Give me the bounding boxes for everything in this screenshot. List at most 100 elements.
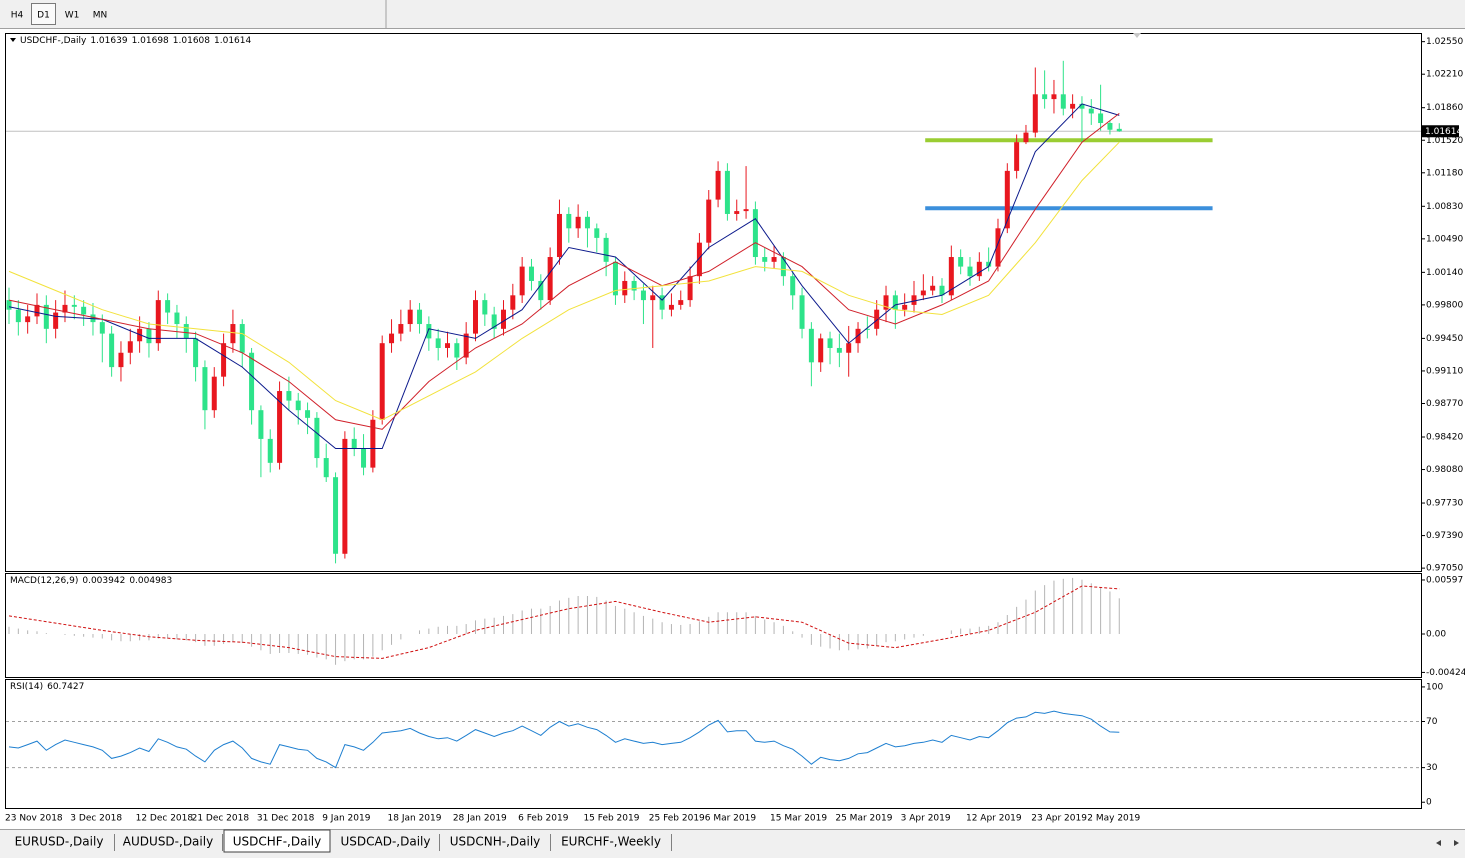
- timeframe-button[interactable]: [88, 3, 112, 25]
- rsi-line: [8, 710, 1120, 769]
- moving-average: [8, 113, 1120, 430]
- candle-body: [249, 352, 255, 411]
- candle-body: [174, 312, 180, 325]
- candle-body: [370, 419, 376, 468]
- candle-body: [528, 266, 534, 281]
- candle-body: [1023, 132, 1029, 143]
- candle-body: [342, 438, 348, 554]
- candle-body: [351, 438, 357, 449]
- candle-body: [902, 304, 908, 310]
- y-tick-label: 70: [1426, 717, 1438, 727]
- candle-body: [659, 295, 665, 310]
- candle-body: [417, 309, 423, 325]
- candle-body: [575, 216, 581, 229]
- candle-body: [874, 309, 880, 329]
- candle-body: [1107, 123, 1113, 130]
- timeframe-label[interactable]: H4: [11, 11, 24, 21]
- tab[interactable]: USDCHF-,Daily: [223, 829, 331, 853]
- candle-body: [752, 209, 758, 258]
- tab-label[interactable]: EURUSD-,Daily: [15, 835, 104, 849]
- x-tick-label: 6 Mar 2019: [705, 814, 757, 824]
- candle-body: [305, 410, 311, 418]
- candle-body: [911, 295, 917, 305]
- scroll-right[interactable]: [1454, 840, 1459, 846]
- timeframe-button[interactable]: [31, 3, 56, 25]
- x-tick-label: 31 Dec 2018: [257, 814, 315, 824]
- candle-body: [389, 333, 395, 344]
- candle-body: [323, 458, 329, 478]
- candle-body: [295, 400, 301, 411]
- candle-body: [734, 211, 740, 214]
- candle-body: [668, 304, 674, 310]
- candle-body: [15, 309, 21, 323]
- y-tick-label: 0.00: [1426, 630, 1446, 640]
- candle-body: [361, 448, 367, 468]
- shift-marker: [1133, 33, 1141, 38]
- timeframe-button[interactable]: [5, 3, 29, 25]
- x-tick-label: 3 Dec 2018: [70, 814, 122, 824]
- rsi-value: 60.7427: [47, 682, 84, 692]
- y-tick-label: 1.01180: [1426, 168, 1463, 178]
- tab[interactable]: USDCNH-,Daily: [450, 834, 551, 851]
- candle-body: [81, 306, 87, 315]
- tab[interactable]: EURUSD-,Daily: [15, 834, 115, 851]
- panel-title: MACD(12,26,9) 0.003942 0.004983: [10, 576, 172, 586]
- y-tick-label: 1.01520: [1426, 136, 1463, 146]
- candle-body: [930, 285, 936, 291]
- candle-body: [1060, 94, 1066, 109]
- candle-body: [500, 309, 506, 329]
- candle-body: [519, 266, 525, 296]
- candle-body: [407, 309, 413, 325]
- bid-label-bg: [1422, 125, 1459, 138]
- scroll-left[interactable]: [1436, 840, 1441, 846]
- tab[interactable]: USDCAD-,Daily: [341, 834, 440, 851]
- timeframe-label[interactable]: W1: [65, 11, 80, 21]
- x-tick-label: 25 Feb 2019: [649, 814, 705, 824]
- tab-label[interactable]: EURCHF-,Weekly: [561, 835, 661, 849]
- y-tick-label: 1.00140: [1426, 268, 1463, 278]
- tab-label[interactable]: USDCAD-,Daily: [341, 835, 431, 849]
- timeframe-label[interactable]: MN: [93, 11, 108, 21]
- candle-body: [1070, 103, 1076, 109]
- candle-body: [846, 343, 852, 353]
- tab[interactable]: AUDUSD-,Daily: [123, 834, 223, 851]
- candle-body: [193, 338, 199, 368]
- candle-body: [1014, 142, 1020, 171]
- candle-body: [99, 322, 105, 334]
- candle-body: [706, 199, 712, 243]
- candle-body: [556, 213, 562, 258]
- candle-body: [920, 290, 926, 296]
- tab-label[interactable]: USDCNH-,Daily: [450, 835, 541, 849]
- candle-body: [818, 338, 824, 363]
- candle-body: [864, 328, 870, 330]
- panel-title: USDCHF-,Daily 1.01639 1.01698 1.01608 1.0161…: [20, 36, 251, 46]
- timeframe-label[interactable]: D1: [37, 11, 50, 21]
- tab-label[interactable]: USDCHF-,Daily: [233, 835, 321, 849]
- y-tick-label: 1.01860: [1426, 103, 1463, 113]
- candle-body: [612, 261, 618, 296]
- x-tick-label: 12 Dec 2018: [136, 814, 194, 824]
- tab-active-bg[interactable]: [223, 829, 331, 853]
- candle-body: [771, 257, 777, 262]
- y-tick-label: 1.02210: [1426, 70, 1463, 80]
- candle-body: [183, 324, 189, 339]
- y-tick-label: 1.00490: [1426, 234, 1463, 244]
- candle-body: [780, 257, 786, 277]
- candle-body: [631, 280, 637, 291]
- tab-label[interactable]: AUDUSD-,Daily: [123, 835, 213, 849]
- candle-body: [603, 237, 609, 262]
- candle-body: [71, 304, 77, 307]
- y-tick-label: 0.00597: [1426, 575, 1463, 585]
- candle-body: [995, 228, 1001, 267]
- candle-body: [109, 333, 115, 368]
- ohlc-value: 1.01639: [90, 36, 127, 46]
- tab[interactable]: EURCHF-,Weekly: [561, 834, 672, 851]
- candle-body: [836, 347, 842, 353]
- price-panel: [5, 33, 1422, 572]
- candle-body: [398, 324, 404, 334]
- x-tick-label: 12 Apr 2019: [966, 814, 1022, 824]
- x-tick-label: 15 Mar 2019: [770, 814, 827, 824]
- timeframe-button[interactable]: [58, 3, 86, 25]
